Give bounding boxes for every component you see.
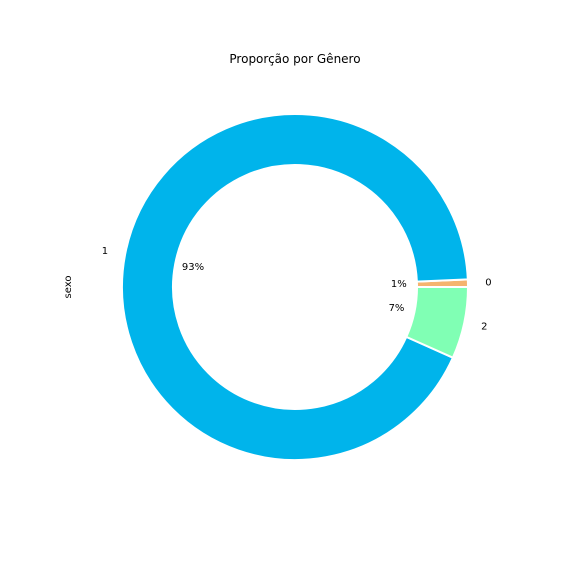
slices-group — [121, 113, 470, 461]
pct-label-2: 7% — [389, 303, 405, 314]
pct-label-0: 1% — [391, 279, 407, 290]
slice-2 — [405, 286, 470, 360]
labels-group: 0 1% 1 93% 2 7% — [102, 246, 492, 332]
pct-label-1: 93% — [182, 262, 204, 273]
slice-label-2: 2 — [481, 321, 487, 332]
slice-label-0: 0 — [485, 277, 491, 288]
chart-title: Proporção por Gênero — [229, 52, 360, 66]
slice-1 — [121, 113, 469, 461]
y-axis-label: sexo — [63, 276, 74, 299]
slice-label-1: 1 — [102, 246, 108, 257]
